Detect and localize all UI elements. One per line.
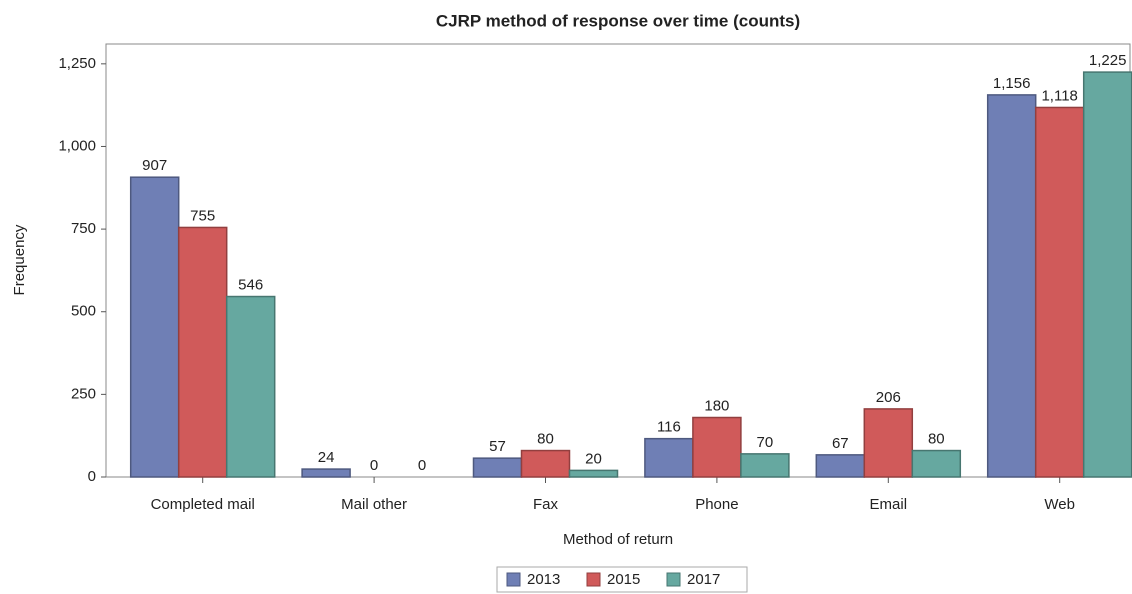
value-label: 0	[370, 457, 378, 474]
value-label: 546	[238, 276, 263, 293]
bar	[1082, 71, 1132, 478]
bar	[520, 449, 571, 478]
y-tick-label: 1,000	[58, 137, 96, 154]
value-label: 80	[928, 431, 945, 448]
legend-label: 2015	[607, 571, 640, 588]
value-label: 57	[489, 438, 506, 455]
value-label: 1,225	[1089, 52, 1127, 69]
legend-label: 2017	[687, 571, 720, 588]
legend-swatch	[666, 572, 681, 587]
bar	[301, 468, 351, 478]
bar	[815, 454, 866, 478]
value-label: 20	[585, 450, 602, 467]
bar	[692, 416, 742, 478]
chart-title: CJRP method of response over time (count…	[436, 11, 800, 30]
legend-swatch	[506, 572, 521, 587]
value-label: 755	[190, 207, 215, 224]
bar	[129, 176, 180, 478]
bar	[863, 408, 914, 478]
value-label: 24	[318, 449, 335, 466]
value-label: 1,156	[993, 75, 1031, 92]
value-label: 206	[876, 389, 901, 406]
value-label: 116	[657, 419, 681, 436]
value-label: 0	[418, 457, 426, 474]
y-tick-label: 500	[71, 303, 96, 320]
legend-frame	[496, 566, 748, 593]
y-tick-label: 750	[71, 220, 96, 237]
legend-label: 2013	[527, 571, 560, 588]
y-tick-label: 1,250	[58, 55, 96, 72]
value-label: 180	[704, 397, 729, 414]
value-label: 67	[832, 435, 849, 452]
bar	[568, 469, 619, 478]
x-axis-label: Method of return	[563, 531, 673, 548]
bar	[472, 457, 523, 478]
x-tick-label: Phone	[695, 496, 738, 513]
value-label: 1,118	[1041, 87, 1077, 104]
y-axis-label: Frequency	[11, 224, 28, 295]
x-tick-label: Email	[870, 496, 908, 513]
x-tick-label: Mail other	[341, 496, 407, 513]
x-tick-label: Fax	[533, 496, 559, 513]
bar	[177, 226, 228, 478]
bar	[225, 295, 276, 478]
legend-swatch	[586, 572, 601, 587]
bar	[1034, 106, 1085, 478]
x-tick-label: Web	[1044, 496, 1075, 513]
value-label: 907	[142, 157, 167, 174]
value-label: 70	[757, 434, 774, 451]
bar	[911, 449, 962, 478]
bar	[644, 437, 694, 478]
y-tick-label: 250	[71, 385, 96, 402]
y-tick-label: 0	[88, 468, 96, 485]
x-tick-label: Completed mail	[151, 496, 255, 513]
value-label: 80	[537, 431, 554, 448]
bar	[740, 453, 790, 478]
bar	[986, 94, 1037, 478]
